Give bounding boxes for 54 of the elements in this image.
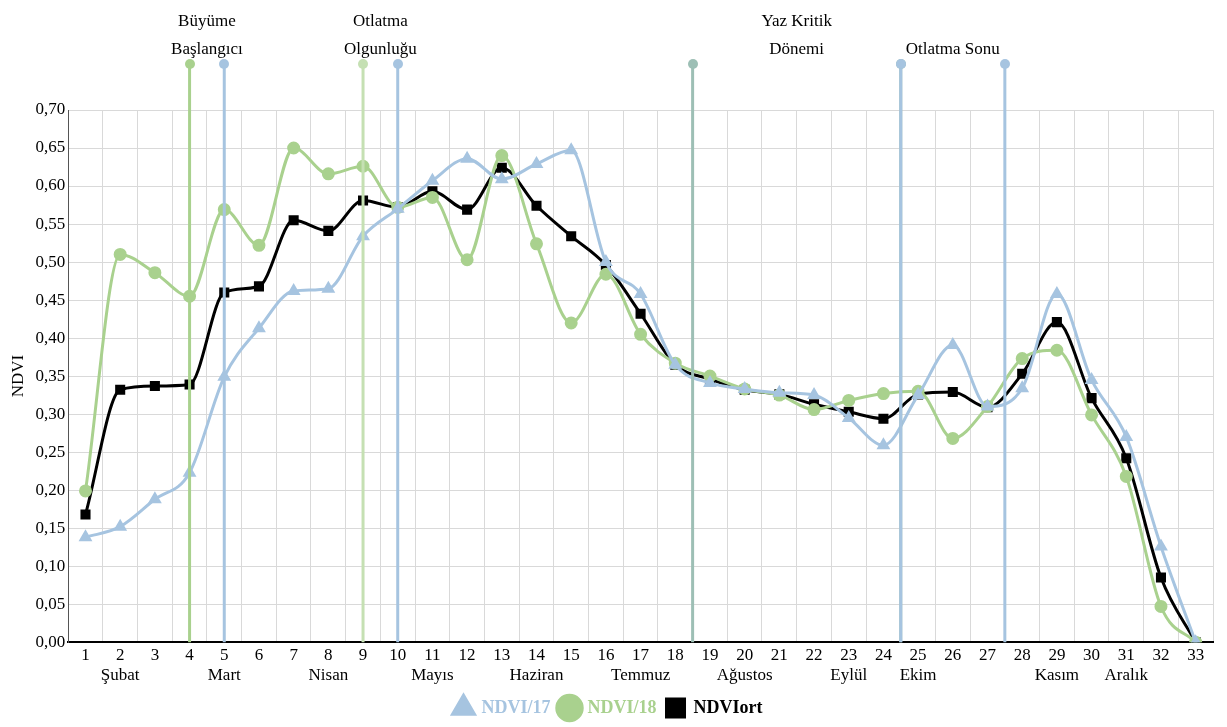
x-tick-label: 24: [874, 644, 893, 664]
y-tick-label: 0,60: [35, 175, 66, 195]
x-tick-label: 3: [150, 644, 160, 664]
x-tick-label: 31 Aralık: [1104, 644, 1149, 685]
y-tick-label: 0,05: [35, 593, 66, 613]
x-tick-label: 12: [458, 644, 476, 664]
x-tick-label: 28: [1013, 644, 1031, 664]
y-tick-label: 0,25: [35, 441, 66, 461]
x-tick-label: 19: [701, 644, 719, 664]
text: Otlatma Olgunluğu: [344, 11, 418, 59]
y-tick-label: 0,15: [35, 517, 66, 537]
x-tick-label: 11 Mayıs: [411, 644, 454, 685]
x-tick-label: 5 Mart: [207, 644, 242, 685]
y-tick-label: 0,45: [35, 289, 66, 309]
y-axis-title: NDVI: [7, 354, 27, 398]
x-tick-label: 27: [979, 644, 997, 664]
x-tick-label: 29 Kasım: [1034, 644, 1080, 685]
x-tick-label: 8 Nisan: [308, 644, 349, 685]
x-tick-label: 21: [770, 644, 788, 664]
text: Büyüme Başlangıcı: [171, 11, 244, 59]
x-tick-label: 32: [1152, 644, 1170, 664]
text: Otlatma Sonu: [905, 39, 1001, 59]
y-tick-label: 0,00: [35, 631, 66, 651]
x-tick-label: 14 Haziran: [509, 644, 564, 685]
y-tick-label: 0,30: [35, 403, 66, 423]
y-tick-label: 0,10: [35, 555, 66, 575]
x-tick-label: 2 Şubat: [100, 644, 140, 685]
x-tick-label: 1: [81, 644, 90, 664]
x-tick-label: 25 Ekim: [899, 644, 937, 685]
x-tick-label: 13: [493, 644, 511, 664]
y-tick-label: 0,40: [35, 327, 66, 347]
y-tick-label: 0,65: [35, 137, 66, 157]
legend-label: NDVI/18: [587, 696, 657, 717]
y-tick-label: 0,55: [35, 213, 66, 233]
x-tick-label: 18: [666, 644, 684, 664]
text: Yaz Kritik Dönemi: [761, 11, 833, 59]
x-tick-label: 4: [185, 644, 195, 664]
y-tick-label: 0,20: [35, 479, 66, 499]
legend-label: NDVI/17: [481, 696, 551, 717]
y-tick-label: 0,35: [35, 365, 66, 385]
y-tick-label: 0,70: [35, 99, 66, 119]
x-tick-label: 15: [562, 644, 580, 664]
x-tick-label: 33: [1187, 644, 1205, 664]
x-tick-label: 6: [254, 644, 264, 664]
x-tick-label: 10: [389, 644, 407, 664]
x-tick-label: 16: [597, 644, 615, 664]
legend-label: NDVIort: [693, 696, 763, 717]
x-tick-label: 23 Eylül: [830, 644, 868, 685]
x-tick-label: 26: [944, 644, 962, 664]
y-tick-label: 0,50: [35, 251, 66, 271]
x-tick-label: 30: [1083, 644, 1101, 664]
x-tick-label: 7: [289, 644, 299, 664]
x-tick-label: 22: [805, 644, 823, 664]
x-tick-label: 9: [358, 644, 368, 664]
